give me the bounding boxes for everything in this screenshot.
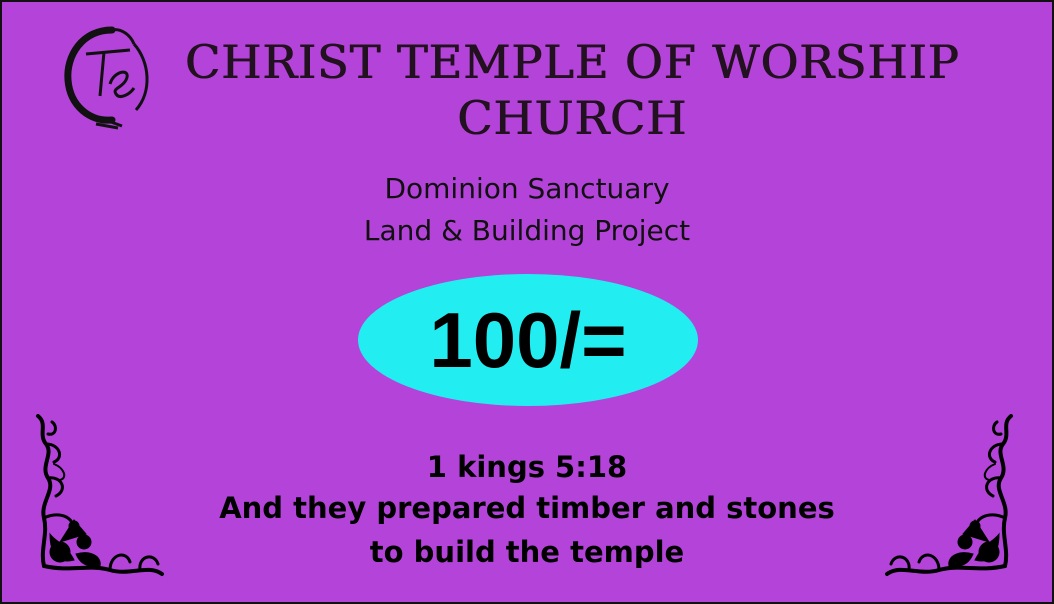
church-title-line1: CHRIST TEMPLE OF WORSHIP bbox=[184, 35, 960, 89]
project-subtitle-line2: Land & Building Project bbox=[363, 214, 691, 247]
ctw-monogram-icon bbox=[64, 26, 149, 130]
project-subtitle-line1: Dominion Sanctuary bbox=[384, 172, 670, 205]
church-title-line2: CHURCH bbox=[456, 91, 688, 145]
amount-value: 100/= bbox=[429, 295, 627, 384]
verse-reference: 1 kings 5:18 bbox=[426, 450, 628, 484]
floral-corner-ornament-icon bbox=[885, 414, 1013, 576]
church-title: CHRIST TEMPLE OF WORSHIP CHURCH bbox=[132, 34, 1012, 146]
floral-corner-ornament-icon bbox=[36, 414, 164, 576]
amount-oval: 100/= bbox=[358, 274, 698, 406]
verse-line2: to build the temple bbox=[369, 535, 685, 569]
verse-line1: And they prepared timber and stones bbox=[219, 491, 835, 525]
